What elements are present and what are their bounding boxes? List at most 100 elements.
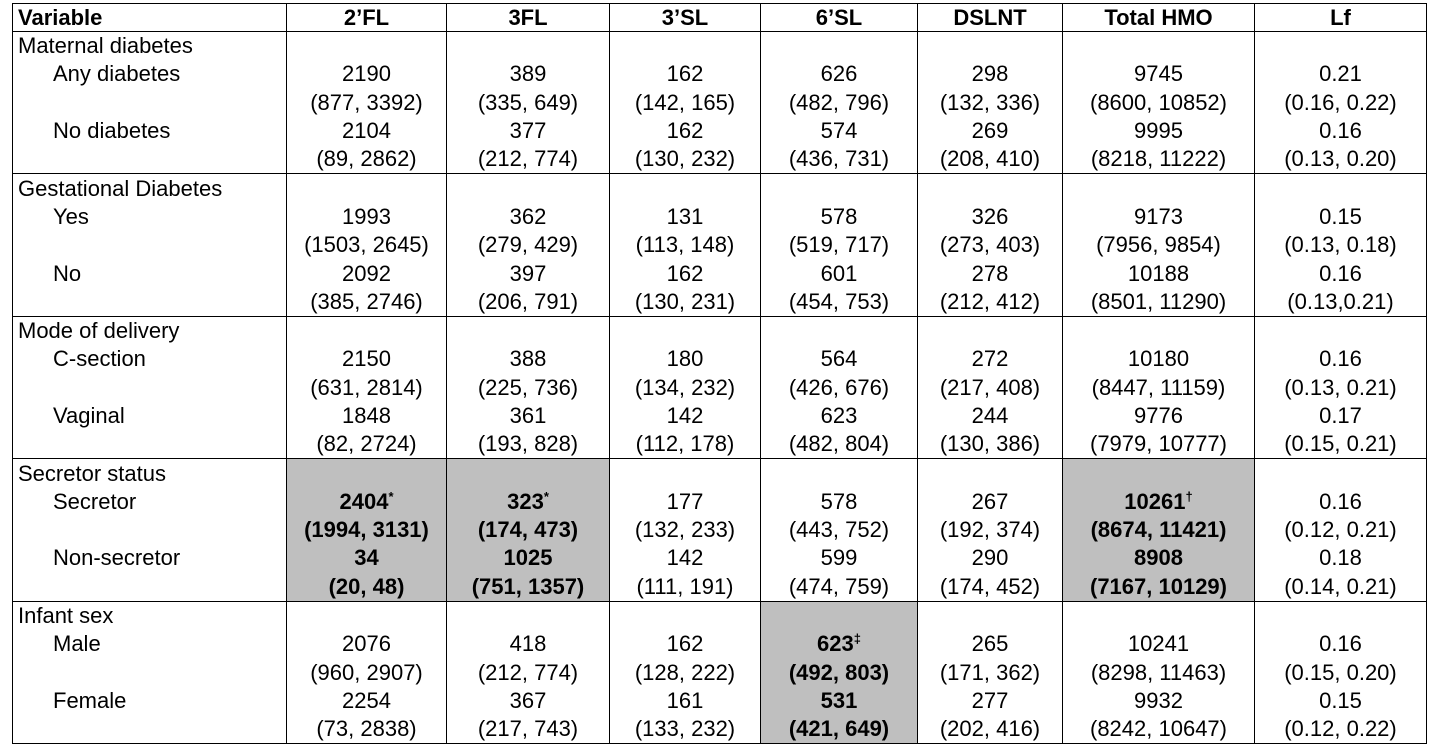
value-text: 2254: [342, 687, 391, 713]
value-text: 361: [509, 403, 547, 428]
ci-text: (133, 232): [634, 716, 736, 742]
ci-text: (8501, 11290): [1090, 288, 1227, 314]
ci-cell: (130, 386): [917, 430, 1063, 459]
empty-cell: [286, 316, 447, 346]
value-text: 162: [666, 61, 704, 87]
value-text: 265: [971, 631, 1009, 657]
value-text: 162: [666, 260, 704, 286]
ci-cell: (8674, 11421): [1062, 516, 1255, 545]
value-cell: 10180: [1062, 345, 1255, 374]
group-0: Maternal diabetes Any diabetes 2190 389 162 6…: [12, 31, 1427, 174]
ci-text: (134, 232): [634, 374, 736, 400]
group-title: Secretor status: [12, 458, 287, 488]
value-text: 626: [820, 61, 858, 87]
empty-cell: [1254, 173, 1427, 203]
value-text: 0.16: [1319, 488, 1362, 514]
value-text: 377: [509, 118, 547, 144]
value-text: 161: [666, 687, 704, 713]
ci-cell: (212, 774): [446, 145, 610, 174]
ci-text: (482, 804): [788, 431, 890, 457]
empty-cell: [1062, 31, 1255, 61]
ci-text: (273, 403): [939, 232, 1041, 258]
empty-cell: [286, 31, 447, 61]
ci-text: (112, 178): [635, 431, 735, 457]
row-label: Male: [12, 630, 287, 659]
ci-cell: (132, 233): [609, 516, 761, 545]
value-text: 0.18: [1319, 545, 1362, 571]
ci-cell: (217, 743): [446, 715, 610, 744]
ci-cell: (631, 2814): [286, 373, 447, 402]
ci-text: (0.13, 0.18): [1284, 232, 1397, 258]
empty-cell: [446, 316, 610, 346]
value-text: 162: [666, 118, 704, 144]
value-text: 623: [820, 403, 858, 428]
value-cell: 142: [609, 544, 761, 573]
ci-cell: (20, 48): [286, 572, 447, 602]
ci-text: (8218, 11222): [1090, 146, 1227, 172]
table-row: No diabetes 2104 377 162 574 269 9995 0.16: [12, 116, 1427, 146]
ci-text: (208, 410): [939, 146, 1041, 172]
ci-text: (8298, 11463): [1090, 659, 1227, 685]
value-text: 8908: [1134, 545, 1183, 571]
value-text: 131: [666, 203, 704, 229]
ci-text: (385, 2746): [310, 288, 423, 314]
ci-text: (1503, 2645): [304, 232, 429, 258]
value-cell: 298: [917, 60, 1063, 89]
ci-text: (111, 191): [636, 573, 734, 599]
value-cell: 34: [286, 544, 447, 573]
value-cell: 9173: [1062, 202, 1255, 232]
value-cell: 162: [609, 116, 761, 146]
ci-cell: (174, 452): [917, 572, 1063, 602]
value-cell: 397: [446, 259, 610, 288]
group-1: Gestational Diabetes Yes 1993 362 131 578 326 9…: [12, 173, 1427, 317]
value-cell: 0.18: [1254, 544, 1427, 573]
value-cell: 0.16: [1254, 116, 1427, 146]
ci-cell: (1503, 2645): [286, 231, 447, 260]
ci-text: (130, 386): [939, 431, 1041, 457]
value-cell: 8908: [1062, 544, 1255, 573]
value-text: 362: [509, 203, 547, 229]
empty-cell: [12, 715, 287, 744]
value-cell: 0.16: [1254, 630, 1427, 659]
empty-cell: [609, 173, 761, 203]
group-2: Mode of delivery C-section 2150 388 180 564 27…: [12, 316, 1427, 459]
value-text: 0.16: [1319, 118, 1362, 144]
ci-text: (1994, 3131): [304, 517, 429, 543]
ci-text: (482, 796): [788, 89, 890, 115]
group-4: Infant sex Male 2076 418 162 623‡ 265 10241 0.16…: [12, 601, 1427, 744]
ci-text: (132, 336): [939, 89, 1041, 115]
ci-text: (436, 731): [788, 146, 890, 172]
row-label: Vaginal: [12, 401, 287, 431]
ci-text: (142, 165): [634, 89, 736, 115]
value-text: 578: [820, 203, 858, 229]
value-text: 0.17: [1319, 403, 1362, 428]
ci-cell: (8447, 11159): [1062, 373, 1255, 402]
table-row: Female 2254 367 161 531 277 9932 0.15: [12, 686, 1427, 716]
value-text: 2104: [342, 118, 391, 144]
value-cell: 162: [609, 60, 761, 89]
value-text: 9745: [1134, 61, 1183, 87]
ci-text: (335, 649): [477, 89, 579, 115]
ci-text: (128, 222): [634, 659, 736, 685]
ci-cell: (134, 232): [609, 373, 761, 402]
table-row: Yes 1993 362 131 578 326 9173 0.15: [12, 202, 1427, 232]
value-cell: 0.16: [1254, 345, 1427, 374]
ci-cell: (1994, 3131): [286, 516, 447, 545]
group-3: Secretor status Secretor 2404* 323* 177 578 26…: [12, 458, 1427, 602]
group-title: Gestational Diabetes: [12, 173, 287, 203]
value-text: 564: [820, 346, 858, 372]
group-title: Infant sex: [12, 601, 287, 631]
table-row: Male 2076 418 162 623‡ 265 10241 0.16: [12, 630, 1427, 659]
value-text: 397: [509, 260, 547, 286]
empty-cell: [446, 601, 610, 631]
value-text: 0.21: [1319, 61, 1362, 87]
ci-text: (7167, 10129): [1090, 573, 1227, 599]
ci-cell: (421, 649): [760, 715, 918, 744]
empty-cell: [609, 316, 761, 346]
value-text: 389: [509, 61, 547, 87]
ci-cell: (0.14, 0.21): [1254, 572, 1427, 602]
empty-cell: [609, 458, 761, 488]
empty-cell: [917, 31, 1063, 61]
ci-cell: (174, 473): [446, 516, 610, 545]
ci-cell: (132, 336): [917, 88, 1063, 117]
